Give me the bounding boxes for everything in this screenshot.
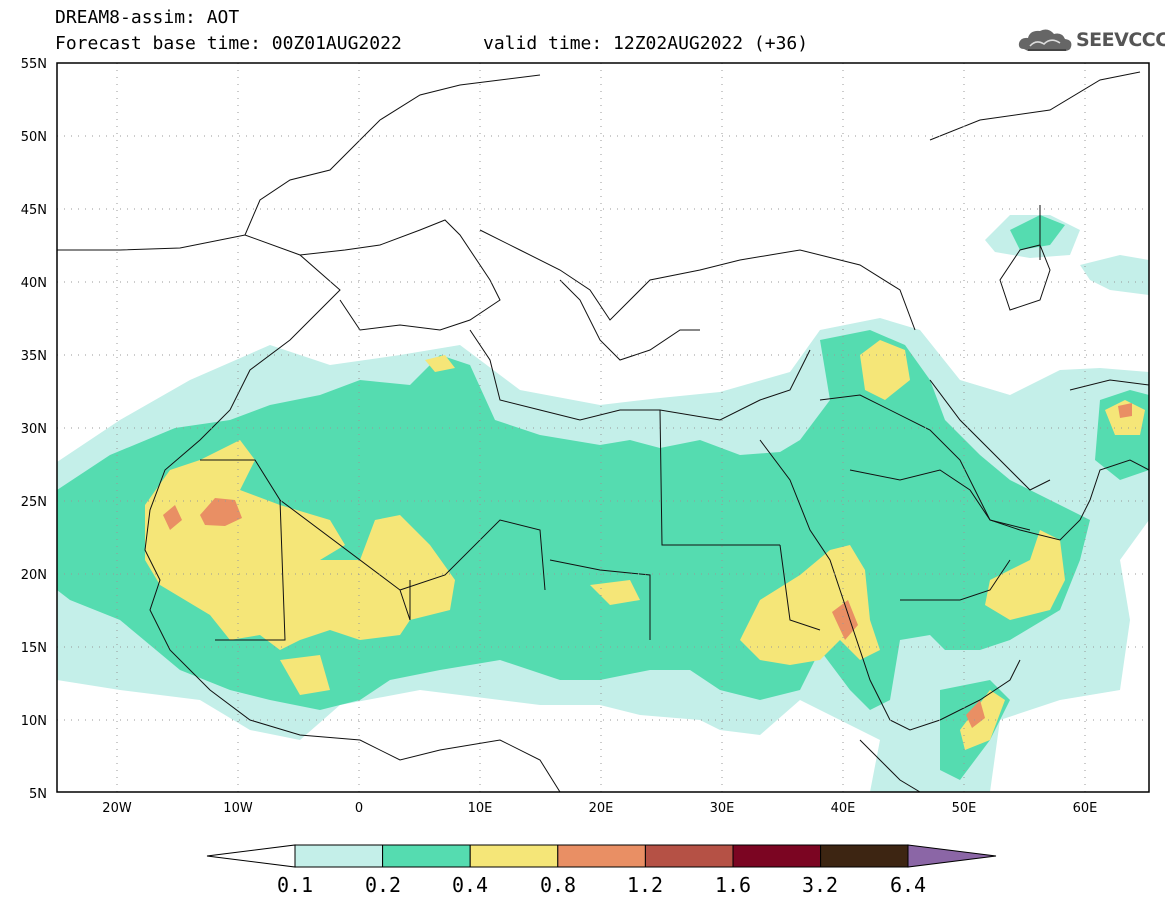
colorbar-over-triangle <box>907 844 997 868</box>
colorbar-label: 1.2 <box>627 873 663 897</box>
lat-tick-label: 50N <box>21 130 47 145</box>
lon-tick-label: 30E <box>710 801 735 816</box>
lon-tick-label: 40E <box>831 801 856 816</box>
colorbar-cell <box>382 844 471 868</box>
lat-tick-label: 5N <box>29 787 47 802</box>
lat-tick-label: 10N <box>21 714 47 729</box>
lon-tick-label: 60E <box>1073 801 1098 816</box>
lat-tick-label: 15N <box>21 641 47 656</box>
aot-field-0.1 <box>1080 255 1149 295</box>
lat-tick-label: 25N <box>21 495 47 510</box>
aot-field <box>57 71 1149 792</box>
coastlines <box>57 71 1149 792</box>
colorbar-under-triangle <box>206 844 296 868</box>
colorbar-cell <box>644 844 734 868</box>
colorbar-cell <box>557 844 646 868</box>
forecast-base-time: Forecast base time: 00Z01AUG2022 <box>55 33 402 54</box>
lat-tick-label: 35N <box>21 349 47 364</box>
colorbar-label: 0.8 <box>540 873 576 897</box>
lon-tick-label: 50E <box>952 801 977 816</box>
aot-field-0.8 <box>1118 403 1132 418</box>
map-frame <box>56 62 1150 793</box>
seevccc-logo: SEEVCCC <box>1018 25 1165 57</box>
colorbar-label: 6.4 <box>890 873 926 897</box>
aot-field-0.8 <box>832 600 858 640</box>
lat-tick-label: 30N <box>21 422 47 437</box>
colorbar-label: 0.1 <box>277 873 313 897</box>
aot-field-0.2 <box>1010 215 1065 250</box>
lat-tick-label: 40N <box>21 276 47 291</box>
logo-text: SEEVCCC <box>1076 29 1165 51</box>
aot-field-0.4 <box>1105 400 1145 435</box>
aot-field-0.4 <box>960 690 1005 750</box>
lat-tick-label: 20N <box>21 568 47 583</box>
lon-tick-label: 20W <box>102 801 132 816</box>
aot-field-0.4 <box>280 655 330 695</box>
lat-tick-label: 45N <box>21 203 47 218</box>
aot-field-0.4 <box>985 530 1065 620</box>
colorbar-label: 0.4 <box>452 873 488 897</box>
aot-field-0.4 <box>145 440 455 650</box>
colorbar-cell <box>732 844 822 868</box>
gridlines <box>57 63 1149 792</box>
lon-tick-label: 10E <box>468 801 493 816</box>
map-title: DREAM8-assim: AOT <box>55 7 240 28</box>
colorbar-label: 3.2 <box>802 873 838 897</box>
colorbar-label: 1.6 <box>715 873 751 897</box>
aot-field-0.4 <box>425 355 455 372</box>
aot-field-0.4 <box>590 580 640 605</box>
colorbar: 0.1 0.2 0.4 0.8 1.2 1.6 3.2 6.4 <box>206 844 997 897</box>
valid-time: valid time: 12Z02AUG2022 (+36) <box>483 33 809 54</box>
colorbar-cell <box>294 844 384 868</box>
lon-tick-label: 0 <box>355 801 363 816</box>
aot-field-0.8 <box>966 700 985 728</box>
lat-tick-label: 55N <box>21 57 47 72</box>
aot-field-0.8 <box>200 498 242 526</box>
lon-tick-label: 20E <box>589 801 614 816</box>
colorbar-cell <box>469 844 559 868</box>
colorbar-cell <box>820 844 909 868</box>
colorbar-label: 0.2 <box>365 873 401 897</box>
aot-field-0.8 <box>163 505 182 530</box>
lon-tick-label: 10W <box>223 801 253 816</box>
cloud-icon <box>1018 29 1072 51</box>
